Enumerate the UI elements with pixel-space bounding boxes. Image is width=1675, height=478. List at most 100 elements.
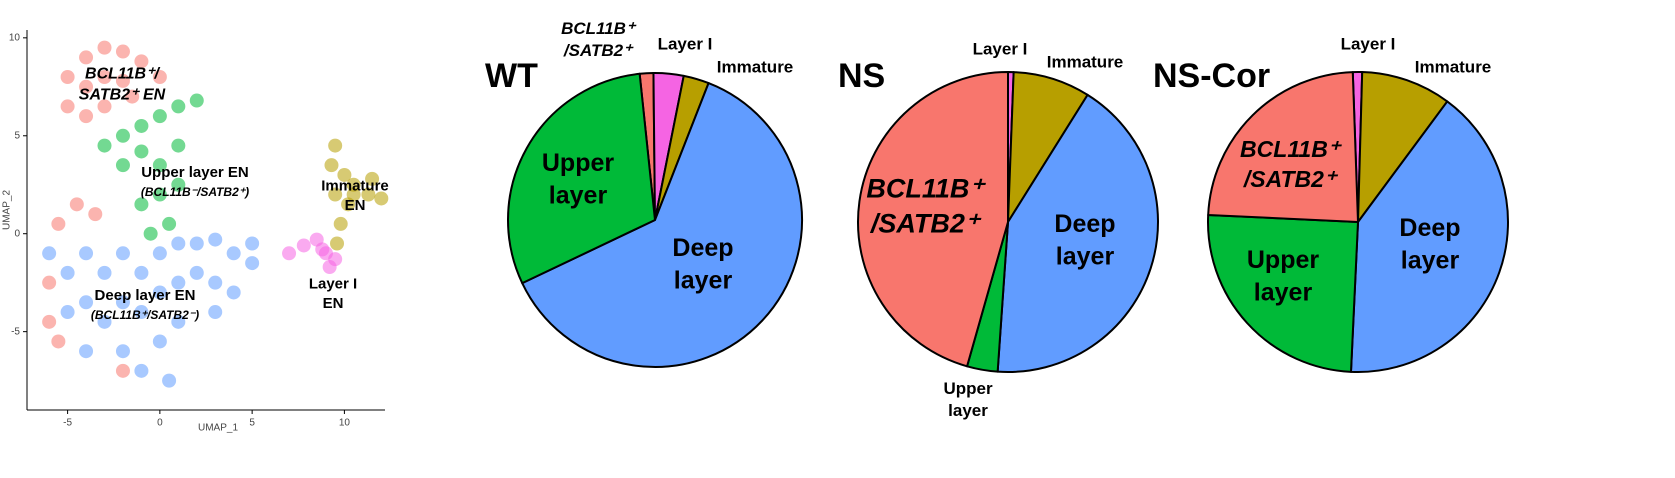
cell-point [208, 275, 223, 290]
cell-point [171, 177, 186, 192]
pie-slice [1207, 71, 1359, 223]
slice-label: Upper layer [542, 148, 615, 209]
cell-point [97, 99, 112, 114]
cell-point [60, 305, 75, 320]
cluster-label: Upper layer EN [141, 164, 249, 181]
y-tick-label: 0 [14, 228, 20, 239]
cell-point [134, 118, 149, 133]
cell-point [245, 236, 260, 251]
cell-point [115, 128, 130, 143]
pie-slice [1349, 100, 1510, 373]
cell-point [79, 295, 94, 310]
cell-point [51, 334, 66, 349]
slice-label: Upper layer [943, 379, 993, 420]
pie-title: NS [838, 57, 885, 95]
x-tick-label: 10 [339, 418, 351, 429]
cell-point [208, 232, 223, 247]
cell-point [115, 246, 130, 261]
pie-slice [1207, 213, 1359, 373]
cell-point [115, 363, 130, 378]
cell-point [134, 265, 149, 280]
cell-point [189, 93, 204, 108]
cell-point [333, 216, 348, 231]
cell-point [346, 177, 361, 192]
slice-label: Immature [1415, 57, 1492, 76]
cell-point [282, 246, 297, 261]
cell-point [134, 144, 149, 159]
cell-point [324, 158, 339, 173]
cluster-label: (BCL11B⁻/SATB2⁺) [141, 185, 249, 199]
cell-point [152, 70, 167, 85]
cell-point [60, 70, 75, 85]
slice-label: BCL11B⁺/SATB2⁺ [1240, 136, 1343, 192]
cell-point [115, 44, 130, 59]
cell-point [134, 363, 149, 378]
cell-point [143, 226, 158, 241]
cell-point [245, 256, 260, 271]
cell-point [125, 89, 140, 104]
slice-label: Immature [717, 57, 794, 76]
cluster-label: Layer I EN [309, 275, 357, 312]
cell-point [79, 246, 94, 261]
cell-point [189, 265, 204, 280]
cell-point [79, 50, 94, 65]
slice-label: Deep layer [1399, 213, 1460, 274]
cell-point [152, 246, 167, 261]
cell-point [97, 265, 112, 280]
cell-point [171, 138, 186, 153]
cell-point [42, 314, 57, 329]
slice-label: Deep layer [672, 233, 733, 294]
cluster-label: BCL11B⁺/SATB2⁺ EN [79, 66, 166, 104]
pie-slice [507, 72, 656, 285]
cell-point [51, 216, 66, 231]
cell-point [152, 334, 167, 349]
cluster-label: (BCL11B⁺/SATB2⁻) [91, 308, 199, 322]
pie-slice [996, 93, 1159, 373]
slice-label: Upper layer [1247, 245, 1320, 306]
cell-point [296, 238, 311, 253]
cell-point [162, 373, 177, 388]
cell-point [152, 109, 167, 124]
cell-point [97, 314, 112, 329]
cluster-label: Deep layer EN [95, 287, 196, 304]
x-tick-label: -5 [63, 418, 72, 429]
cell-point [88, 207, 103, 222]
cell-point [42, 275, 57, 290]
cell-point [115, 73, 130, 88]
cell-point [171, 99, 186, 114]
cell-point [171, 314, 186, 329]
cell-point [328, 252, 343, 267]
y-axis-label: UMAP_2 [2, 190, 13, 230]
slice-label: BCL11B⁺/SATB2⁺ [561, 19, 637, 60]
slice-label: Immature [1047, 52, 1124, 71]
y-tick-label: -5 [11, 326, 20, 337]
cell-point [60, 265, 75, 280]
pie-title: WT [485, 57, 538, 95]
cell-point [330, 236, 345, 251]
cell-point [69, 197, 84, 212]
cell-point [134, 197, 149, 212]
cell-point [79, 79, 94, 94]
cell-point [365, 171, 380, 186]
cell-point [361, 187, 376, 202]
slice-label: Layer I [658, 34, 713, 53]
cell-point [374, 191, 389, 206]
cell-point [162, 216, 177, 231]
y-tick-label: 5 [14, 130, 20, 141]
y-tick-label: 10 [9, 32, 21, 43]
cell-point [115, 158, 130, 173]
cell-point [152, 285, 167, 300]
scatter-plot: -5 0 5 10 -5 0 5 10 UMAP_1 UMAP_2 BCL11B⁺/SATB2⁺ E… [2, 30, 389, 434]
slice-label: Layer I [973, 39, 1028, 58]
cell-point [226, 246, 241, 261]
pie-title: NS-Cor [1153, 57, 1270, 95]
cell-point [42, 246, 57, 261]
pie-slice [857, 71, 1009, 368]
pie-slice [521, 82, 803, 368]
x-tick-label: 5 [249, 418, 255, 429]
slice-label: Layer I [1341, 34, 1396, 53]
cell-point [337, 167, 352, 182]
cell-point [208, 305, 223, 320]
